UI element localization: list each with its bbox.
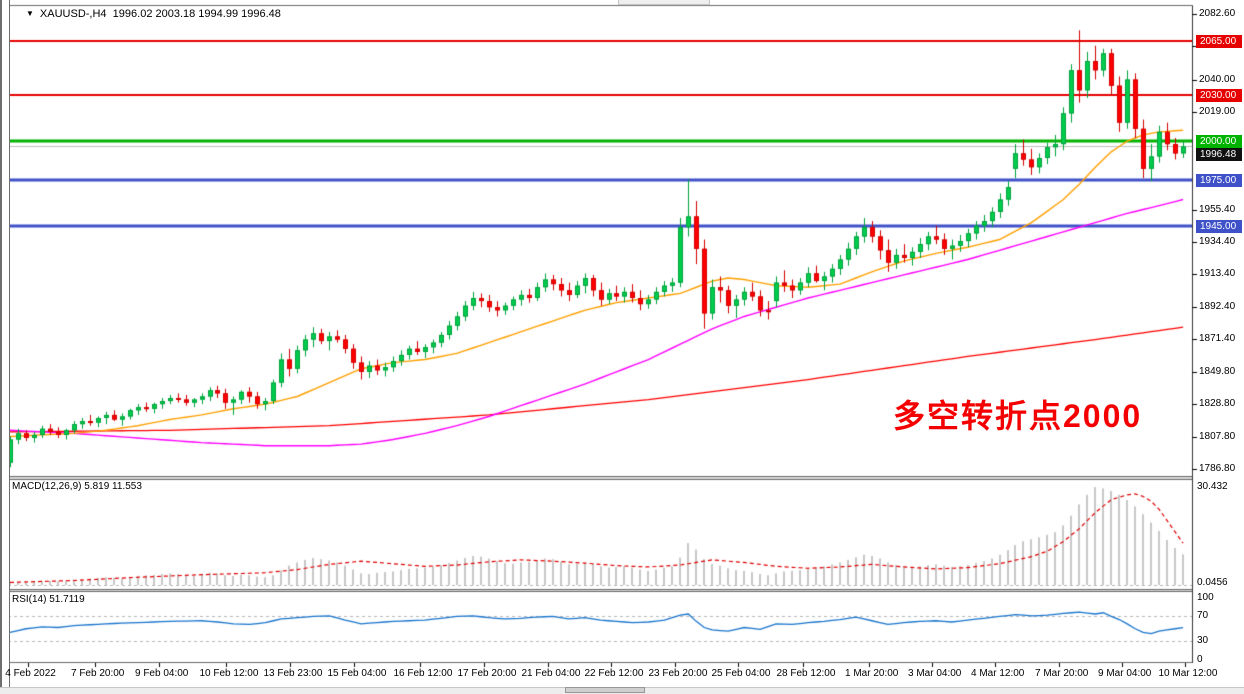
price-line-badge[interactable]: 1996.48 [1196,148,1242,161]
time-axis-label: 3 Mar 04:00 [907,668,962,679]
rsi-level-label: 70 [1197,610,1209,621]
price-annotation-text: 多空转折点2000 [893,398,1143,434]
price-tick-label: 1807.80 [1199,431,1236,442]
price-tick-label: 1913.40 [1199,268,1236,279]
price-line-badge[interactable]: 2030.00 [1196,89,1242,102]
time-axis-label: 13 Feb 23:00 [263,668,323,679]
price-tick-label: 1786.80 [1199,463,1236,474]
price-tick-label: 2019.00 [1199,106,1236,117]
macd-axis-min: 0.0456 [1197,577,1228,588]
time-axis-label: 7 Feb 20:00 [70,668,125,679]
time-axis-label: 1 Mar 20:00 [844,668,899,679]
time-axis-label: 4 Feb 2022 [5,668,56,679]
time-axis-label: 4 Mar 12:00 [970,668,1025,679]
price-tick-label: 2040.00 [1199,74,1236,85]
time-axis-label: 15 Feb 04:00 [327,668,387,679]
price-line-badge[interactable]: 2000.00 [1196,135,1242,148]
rsi-level-label: 100 [1197,592,1214,603]
time-axis-label: 17 Feb 20:00 [457,668,517,679]
price-line-badge[interactable]: 1945.00 [1196,220,1242,233]
price-tick-label: 1828.80 [1199,398,1236,409]
rsi-level-label: 0 [1197,654,1203,665]
macd-axis-max: 30.432 [1197,481,1228,492]
price-line-badge[interactable]: 1975.00 [1196,174,1242,187]
symbol-dropdown-icon[interactable]: ▼ [26,9,34,18]
price-tick-label: 1955.40 [1199,204,1236,215]
price-tick-label: 1892.40 [1199,301,1236,312]
time-axis-label: 16 Feb 12:00 [393,668,453,679]
rsi-indicator-label: RSI(14) 51.7119 [12,594,85,605]
time-axis-label: 23 Feb 20:00 [648,668,708,679]
time-axis-label: 22 Feb 12:00 [584,668,644,679]
time-axis-label: 28 Feb 12:00 [776,668,836,679]
price-tick-label: 2082.60 [1199,8,1236,19]
macd-indicator-label: MACD(12,26,9) 5.819 11.553 [12,481,142,492]
window-left-border [0,0,10,694]
horizontal-scrollbar-thumb[interactable] [565,687,645,693]
time-axis-label: 21 Feb 04:00 [521,668,581,679]
price-tick-label: 1934.40 [1199,236,1236,247]
price-line-badge[interactable]: 2065.00 [1196,35,1242,48]
time-axis-label: 9 Feb 04:00 [134,668,189,679]
ohlc-values: 1996.02 2003.18 1994.99 1996.48 [112,8,281,20]
chart-title: ▼ XAUUSD-,H4 1996.02 2003.18 1994.99 1996… [26,8,281,20]
time-axis-label: 25 Feb 04:00 [711,668,771,679]
time-axis-label: 10 Mar 12:00 [1158,668,1218,679]
price-tick-label: 1849.80 [1199,366,1236,377]
symbol-timeframe-label: XAUUSD-,H4 [39,8,107,20]
price-tick-label: 1871.40 [1199,333,1236,344]
rsi-level-label: 30 [1197,635,1209,646]
time-axis-label: 10 Feb 12:00 [199,668,259,679]
time-axis-label: 7 Mar 20:00 [1034,668,1089,679]
time-axis-label: 9 Mar 04:00 [1097,668,1152,679]
window-top-fragment [618,0,710,5]
